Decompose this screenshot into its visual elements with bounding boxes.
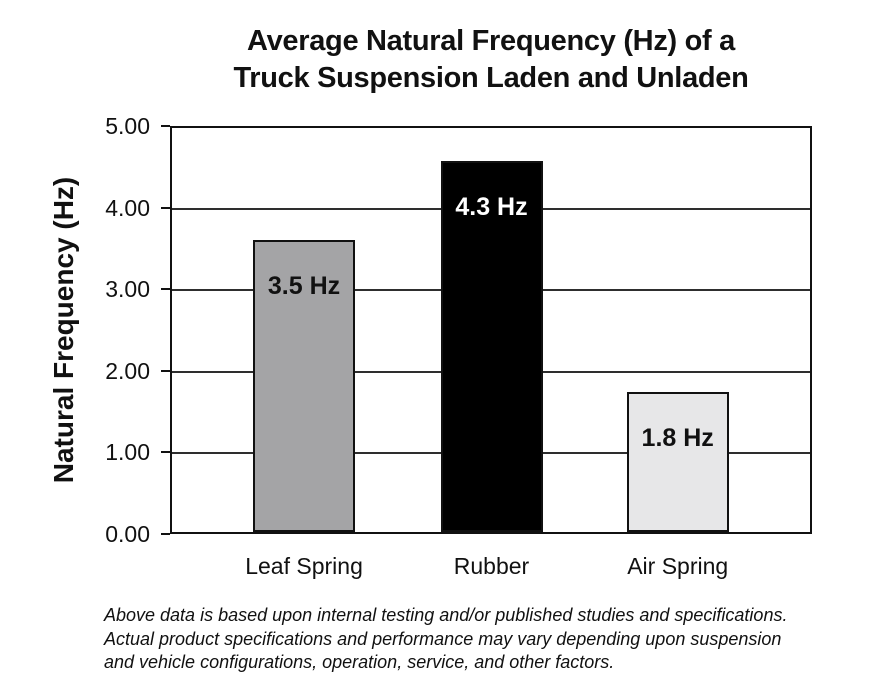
y-tick-label: 2.00 xyxy=(105,357,150,384)
plot-area: 3.5 Hz 4.3 Hz 1.8 Hz xyxy=(170,126,812,534)
y-axis-tick xyxy=(161,125,170,127)
y-tick-label: 5.00 xyxy=(105,113,150,139)
footnote: Above data is based upon internal testin… xyxy=(104,604,804,675)
bar-leaf-spring: 3.5 Hz xyxy=(253,240,356,532)
x-category-label-leaf-spring: Leaf Spring xyxy=(245,553,363,579)
y-axis-tick xyxy=(161,451,170,454)
chart-title: Average Natural Frequency (Hz) of a Truc… xyxy=(170,23,812,97)
y-axis-tick xyxy=(161,533,170,535)
bar-rubber: 4.3 Hz xyxy=(440,161,543,532)
chart-title-line1: Average Natural Frequency (Hz) of a xyxy=(247,25,735,57)
footnote-line3: and vehicle configurations, operation, s… xyxy=(104,652,615,672)
y-tick-label: 4.00 xyxy=(105,194,150,221)
x-category-label-air-spring: Air Spring xyxy=(627,553,729,579)
y-axis-tick xyxy=(161,369,170,372)
footnote-line1: Above data is based upon internal testin… xyxy=(104,605,788,625)
bar-value-label: 3.5 Hz xyxy=(267,272,341,300)
y-tick-label: 0.00 xyxy=(105,521,150,547)
y-tick-label: 3.00 xyxy=(105,276,150,303)
bar-value-label: 1.8 Hz xyxy=(641,424,714,452)
x-category-label-rubber: Rubber xyxy=(453,553,530,579)
y-axis-tick xyxy=(161,288,170,291)
bar-air-spring: 1.8 Hz xyxy=(626,392,729,532)
y-tick-label: 1.00 xyxy=(105,439,150,466)
y-axis-title: Natural Frequency (Hz) xyxy=(48,176,79,484)
y-axis-tick xyxy=(161,206,170,209)
bar-value-label: 4.3 Hz xyxy=(455,193,528,221)
footnote-line2: Actual product specifications and perfor… xyxy=(104,628,782,649)
chart-title-line2: Truck Suspension Laden and Unladen xyxy=(233,62,749,94)
